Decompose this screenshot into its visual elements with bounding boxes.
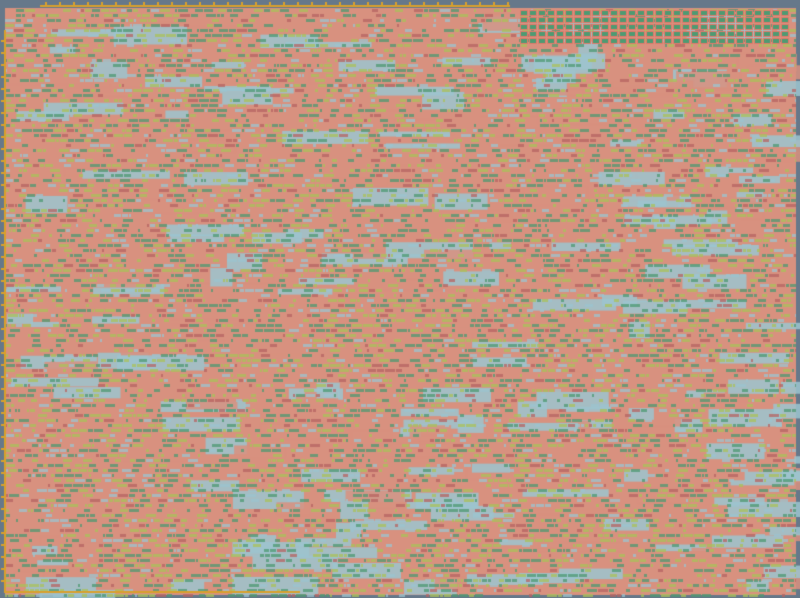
chip-layout-canvas[interactable] xyxy=(0,0,800,598)
layout-viewer xyxy=(0,0,800,598)
